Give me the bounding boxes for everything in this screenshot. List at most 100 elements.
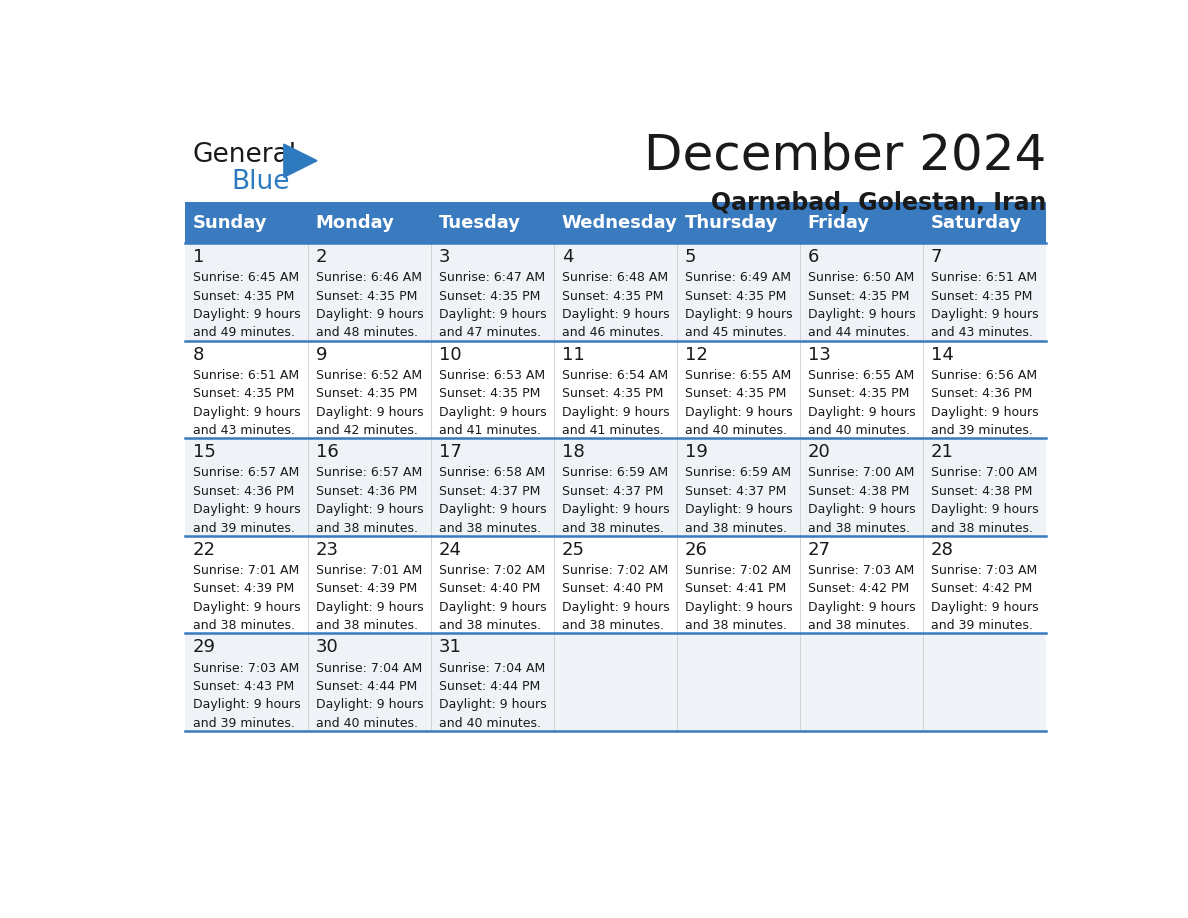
- Text: Sunrise: 7:00 AM: Sunrise: 7:00 AM: [808, 466, 914, 479]
- Text: Sunrise: 7:04 AM: Sunrise: 7:04 AM: [316, 662, 422, 675]
- Text: Sunrise: 6:47 AM: Sunrise: 6:47 AM: [438, 272, 545, 285]
- Text: 28: 28: [930, 541, 954, 559]
- Text: Daylight: 9 hours: Daylight: 9 hours: [930, 503, 1038, 516]
- Text: 21: 21: [930, 443, 954, 461]
- Text: Sunset: 4:37 PM: Sunset: 4:37 PM: [684, 485, 786, 498]
- Text: Monday: Monday: [316, 214, 394, 231]
- Text: and 40 minutes.: and 40 minutes.: [316, 717, 418, 730]
- Text: 1: 1: [192, 248, 204, 266]
- Text: Daylight: 9 hours: Daylight: 9 hours: [316, 406, 423, 419]
- Text: Sunrise: 6:49 AM: Sunrise: 6:49 AM: [684, 272, 790, 285]
- Text: and 39 minutes.: and 39 minutes.: [192, 717, 295, 730]
- Text: 24: 24: [438, 541, 462, 559]
- Text: Sunset: 4:41 PM: Sunset: 4:41 PM: [684, 582, 785, 596]
- Text: and 38 minutes.: and 38 minutes.: [562, 521, 664, 534]
- Text: Sunrise: 7:03 AM: Sunrise: 7:03 AM: [930, 564, 1037, 577]
- Text: Sunrise: 6:45 AM: Sunrise: 6:45 AM: [192, 272, 299, 285]
- Text: Daylight: 9 hours: Daylight: 9 hours: [808, 503, 915, 516]
- Text: Sunrise: 6:56 AM: Sunrise: 6:56 AM: [930, 369, 1037, 382]
- Text: and 38 minutes.: and 38 minutes.: [562, 619, 664, 633]
- Text: Sunday: Sunday: [192, 214, 267, 231]
- Text: Sunset: 4:35 PM: Sunset: 4:35 PM: [192, 387, 295, 400]
- Text: and 41 minutes.: and 41 minutes.: [438, 424, 541, 437]
- Text: and 38 minutes.: and 38 minutes.: [316, 521, 418, 534]
- Text: Daylight: 9 hours: Daylight: 9 hours: [438, 600, 546, 614]
- Text: Daylight: 9 hours: Daylight: 9 hours: [316, 699, 423, 711]
- Text: Daylight: 9 hours: Daylight: 9 hours: [316, 308, 423, 321]
- Polygon shape: [284, 144, 317, 177]
- Text: Daylight: 9 hours: Daylight: 9 hours: [562, 503, 669, 516]
- Text: Sunrise: 7:01 AM: Sunrise: 7:01 AM: [192, 564, 299, 577]
- Text: Sunrise: 7:00 AM: Sunrise: 7:00 AM: [930, 466, 1037, 479]
- Text: 23: 23: [316, 541, 339, 559]
- Text: 10: 10: [438, 345, 461, 364]
- Text: and 45 minutes.: and 45 minutes.: [684, 327, 786, 340]
- Bar: [185, 202, 1047, 243]
- Text: Blue: Blue: [232, 169, 290, 195]
- Text: Sunset: 4:39 PM: Sunset: 4:39 PM: [316, 582, 417, 596]
- Text: Sunset: 4:36 PM: Sunset: 4:36 PM: [930, 387, 1032, 400]
- Text: and 40 minutes.: and 40 minutes.: [808, 424, 910, 437]
- Text: General: General: [192, 142, 297, 168]
- Text: Sunset: 4:36 PM: Sunset: 4:36 PM: [192, 485, 293, 498]
- Text: 14: 14: [930, 345, 954, 364]
- Text: Daylight: 9 hours: Daylight: 9 hours: [684, 406, 792, 419]
- Text: Daylight: 9 hours: Daylight: 9 hours: [438, 308, 546, 321]
- Text: Daylight: 9 hours: Daylight: 9 hours: [562, 406, 669, 419]
- Text: Sunrise: 6:51 AM: Sunrise: 6:51 AM: [192, 369, 299, 382]
- Text: and 39 minutes.: and 39 minutes.: [930, 619, 1032, 633]
- Text: and 38 minutes.: and 38 minutes.: [930, 521, 1032, 534]
- Text: Sunset: 4:40 PM: Sunset: 4:40 PM: [438, 582, 541, 596]
- Text: and 49 minutes.: and 49 minutes.: [192, 327, 295, 340]
- Text: and 43 minutes.: and 43 minutes.: [930, 327, 1032, 340]
- Text: Sunset: 4:37 PM: Sunset: 4:37 PM: [562, 485, 663, 498]
- Text: Sunset: 4:35 PM: Sunset: 4:35 PM: [684, 387, 786, 400]
- Text: Sunset: 4:35 PM: Sunset: 4:35 PM: [562, 290, 663, 303]
- Text: Sunset: 4:35 PM: Sunset: 4:35 PM: [562, 387, 663, 400]
- Text: Sunrise: 6:55 AM: Sunrise: 6:55 AM: [684, 369, 791, 382]
- Text: Sunset: 4:35 PM: Sunset: 4:35 PM: [192, 290, 295, 303]
- Text: and 41 minutes.: and 41 minutes.: [562, 424, 664, 437]
- Text: and 39 minutes.: and 39 minutes.: [192, 521, 295, 534]
- Bar: [185, 633, 1047, 731]
- Text: Sunset: 4:35 PM: Sunset: 4:35 PM: [684, 290, 786, 303]
- Text: and 38 minutes.: and 38 minutes.: [438, 619, 541, 633]
- Text: and 47 minutes.: and 47 minutes.: [438, 327, 541, 340]
- Text: Qarnabad, Golestan, Iran: Qarnabad, Golestan, Iran: [710, 192, 1047, 216]
- Text: Sunset: 4:44 PM: Sunset: 4:44 PM: [438, 680, 539, 693]
- Text: Wednesday: Wednesday: [562, 214, 677, 231]
- Text: Daylight: 9 hours: Daylight: 9 hours: [438, 699, 546, 711]
- Text: 2: 2: [316, 248, 327, 266]
- Text: Sunrise: 7:04 AM: Sunrise: 7:04 AM: [438, 662, 545, 675]
- Text: Sunset: 4:40 PM: Sunset: 4:40 PM: [562, 582, 663, 596]
- Bar: [185, 341, 1047, 438]
- Text: Daylight: 9 hours: Daylight: 9 hours: [930, 308, 1038, 321]
- Text: 5: 5: [684, 248, 696, 266]
- Text: Thursday: Thursday: [684, 214, 778, 231]
- Text: Daylight: 9 hours: Daylight: 9 hours: [562, 308, 669, 321]
- Text: Daylight: 9 hours: Daylight: 9 hours: [316, 600, 423, 614]
- Text: and 38 minutes.: and 38 minutes.: [808, 521, 910, 534]
- Text: Daylight: 9 hours: Daylight: 9 hours: [808, 406, 915, 419]
- Text: and 38 minutes.: and 38 minutes.: [808, 619, 910, 633]
- Text: Sunrise: 6:59 AM: Sunrise: 6:59 AM: [684, 466, 791, 479]
- Text: Sunrise: 6:58 AM: Sunrise: 6:58 AM: [438, 466, 545, 479]
- Text: 13: 13: [808, 345, 830, 364]
- Text: Sunset: 4:35 PM: Sunset: 4:35 PM: [316, 387, 417, 400]
- Text: and 42 minutes.: and 42 minutes.: [316, 424, 417, 437]
- Text: and 38 minutes.: and 38 minutes.: [192, 619, 295, 633]
- Text: Daylight: 9 hours: Daylight: 9 hours: [684, 503, 792, 516]
- Bar: [185, 536, 1047, 633]
- Text: Daylight: 9 hours: Daylight: 9 hours: [192, 308, 301, 321]
- Text: Sunrise: 7:03 AM: Sunrise: 7:03 AM: [808, 564, 914, 577]
- Text: Sunrise: 6:54 AM: Sunrise: 6:54 AM: [562, 369, 668, 382]
- Text: 26: 26: [684, 541, 708, 559]
- Text: Sunset: 4:35 PM: Sunset: 4:35 PM: [930, 290, 1032, 303]
- Text: Daylight: 9 hours: Daylight: 9 hours: [438, 406, 546, 419]
- Text: and 40 minutes.: and 40 minutes.: [438, 717, 541, 730]
- Text: 8: 8: [192, 345, 204, 364]
- Text: Daylight: 9 hours: Daylight: 9 hours: [192, 406, 301, 419]
- Text: Sunrise: 6:57 AM: Sunrise: 6:57 AM: [316, 466, 422, 479]
- Bar: [185, 243, 1047, 341]
- Text: Sunset: 4:44 PM: Sunset: 4:44 PM: [316, 680, 417, 693]
